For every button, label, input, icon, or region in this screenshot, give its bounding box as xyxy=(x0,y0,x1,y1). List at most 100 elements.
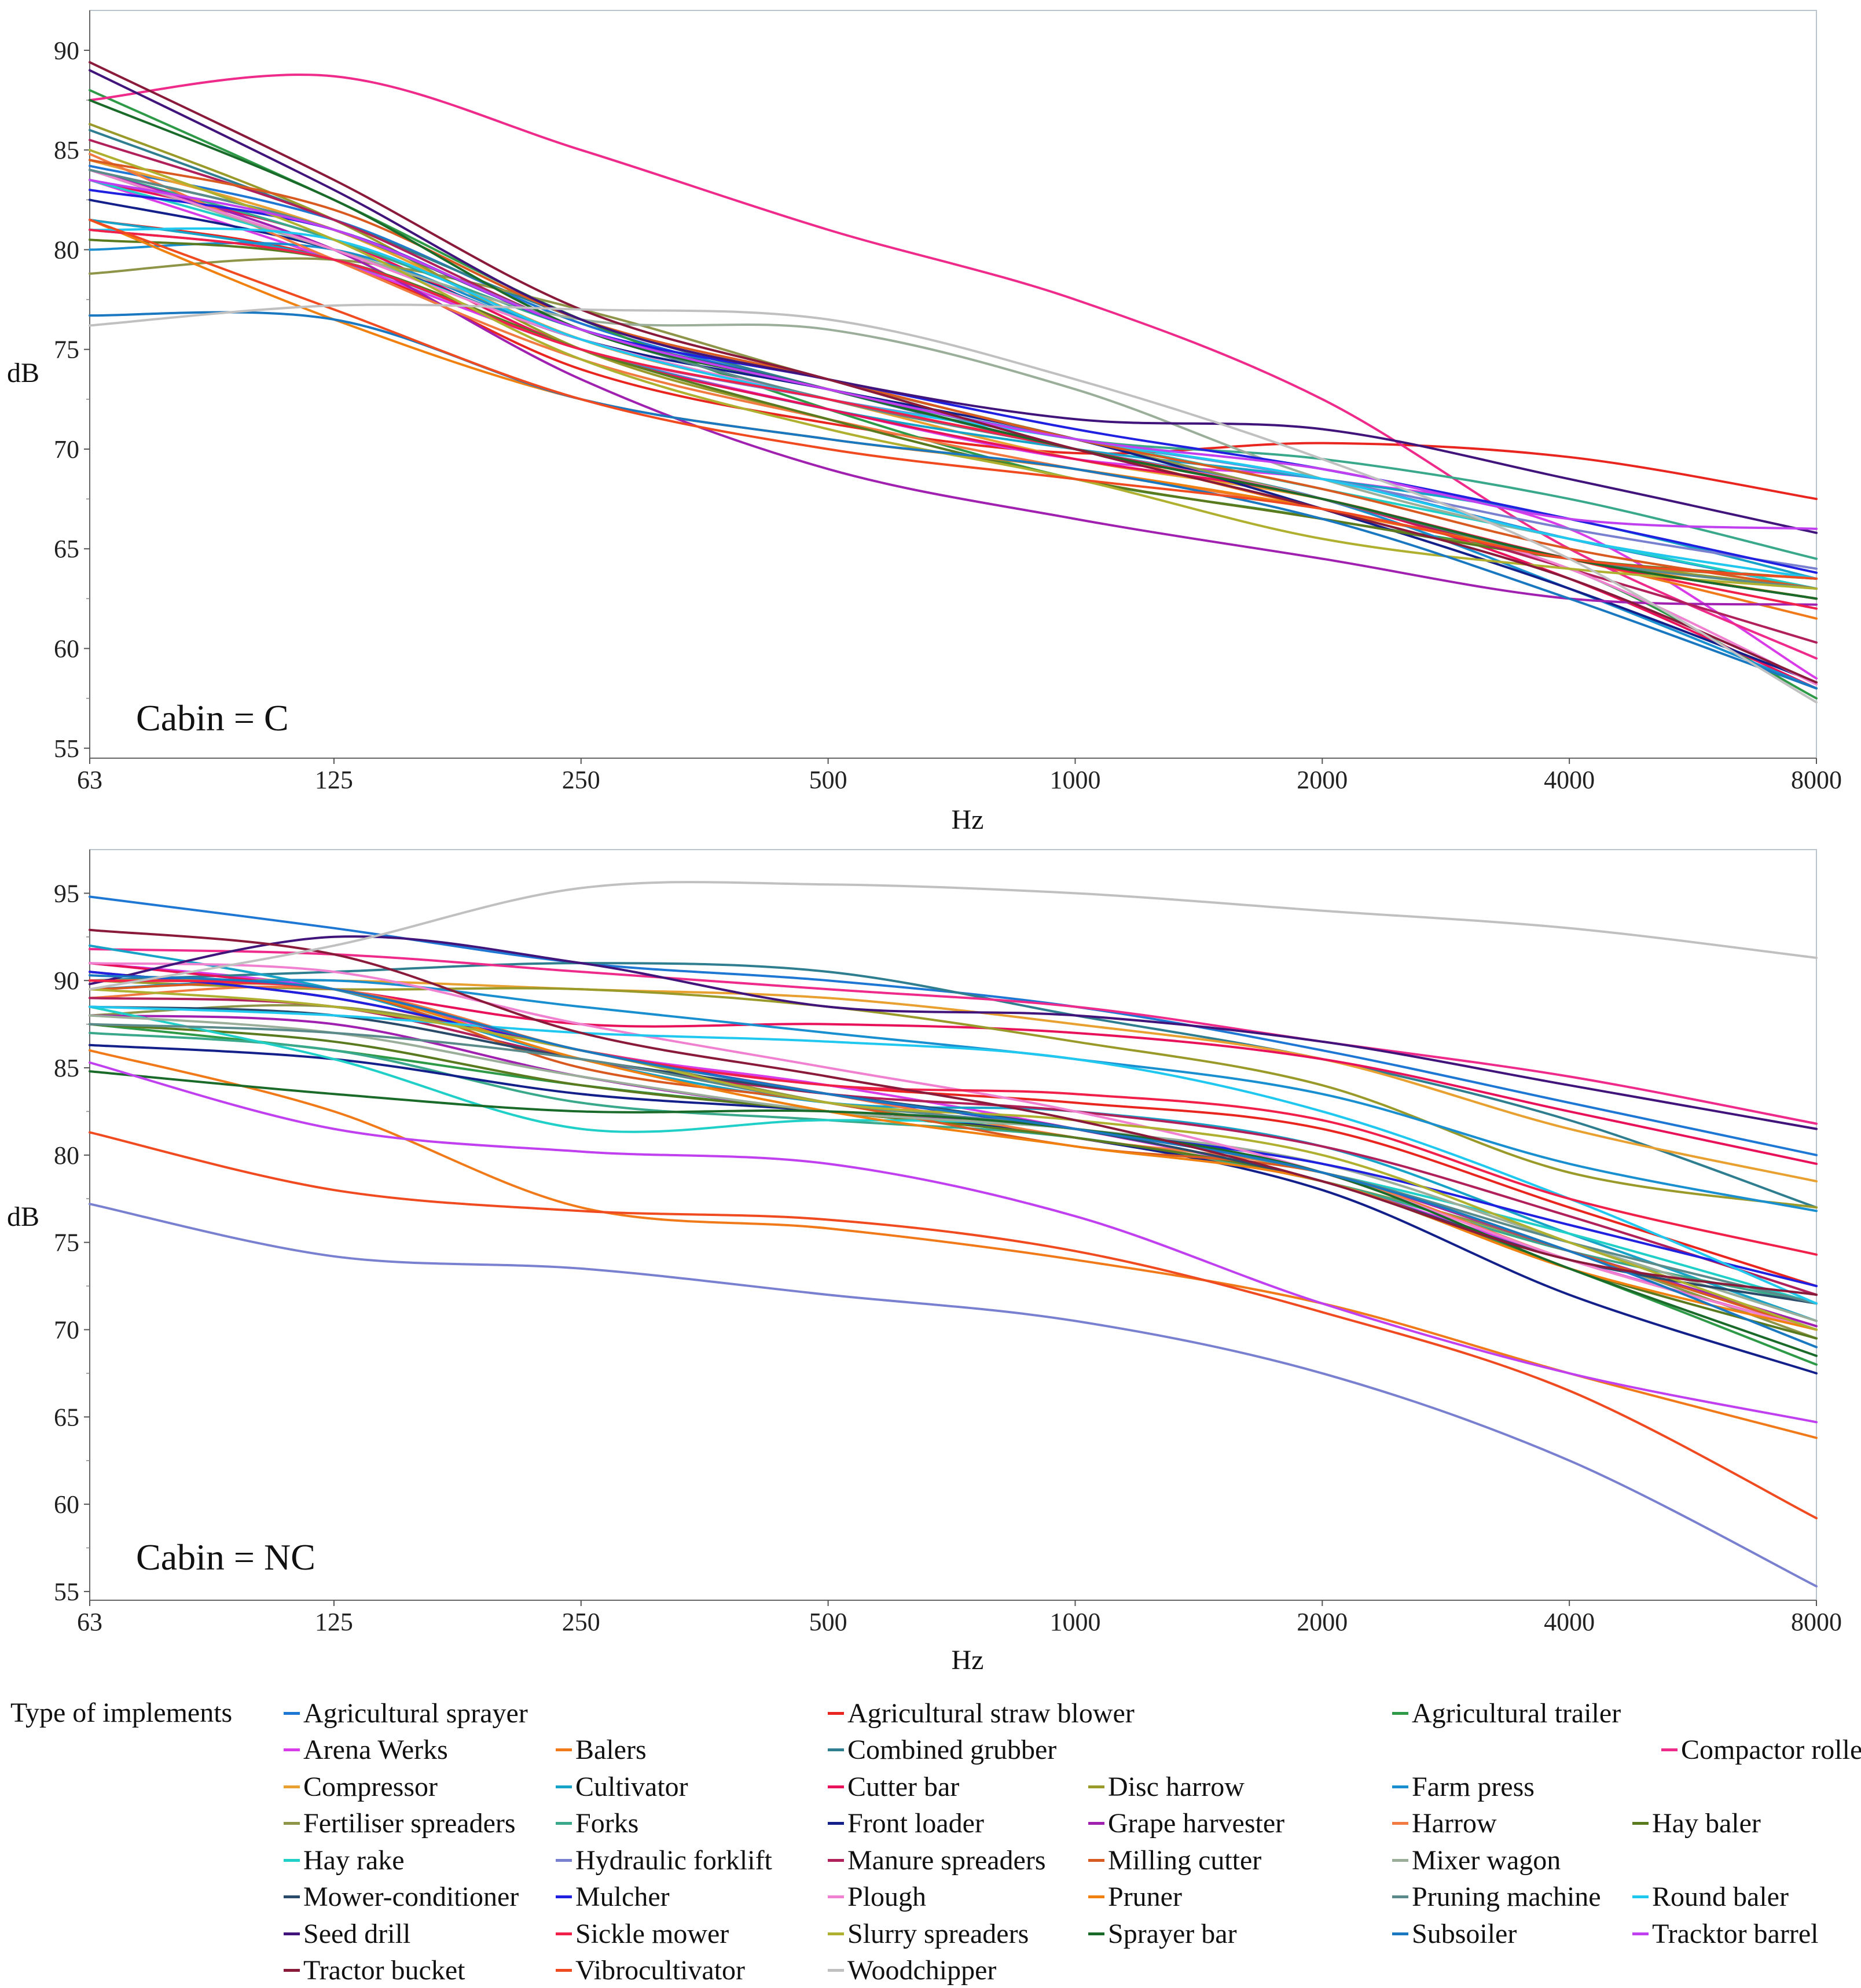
panel-label: Cabin = C xyxy=(136,697,289,738)
series-line xyxy=(89,988,1818,1331)
y-tick-label: 95 xyxy=(54,879,79,907)
legend-label: Arena Werks xyxy=(303,1735,448,1765)
x-tick-label: 125 xyxy=(315,766,353,794)
legend-item: Cultivator xyxy=(556,1769,688,1804)
y-tick-label: 60 xyxy=(54,635,79,663)
series-line xyxy=(89,69,1818,534)
legend-label: Vibrocultivator xyxy=(575,1955,746,1986)
legend-item: Hay rake xyxy=(284,1843,405,1877)
chart-panel-2: 55 60 65 70 75 80 85 90 95 63 125 250 500 1000 2000 400… xyxy=(7,849,1842,1675)
legend-swatch xyxy=(828,1969,844,1972)
legend-item: Arena Werks xyxy=(284,1733,448,1767)
legend-swatch xyxy=(828,1822,844,1825)
legend-item: Mixer wagon xyxy=(1392,1843,1561,1877)
x-tick-label: 4000 xyxy=(1544,766,1595,794)
chart-figure: 55 60 65 70 75 80 85 90 63 125 250 500 1000 2000 4000 8… xyxy=(7,10,1842,1675)
legend-label: Pruning machine xyxy=(1412,1882,1601,1912)
y-tick-label: 90 xyxy=(54,36,79,65)
series-line xyxy=(89,89,1818,700)
series-line xyxy=(89,944,1818,1322)
legend-item: Vibrocultivator xyxy=(556,1953,745,1988)
legend-item: Disc harrow xyxy=(1088,1769,1245,1804)
legend-item: Agricultural trailer xyxy=(1392,1696,1621,1730)
legend-item: Agricultural straw blower xyxy=(828,1696,1135,1730)
legend-swatch xyxy=(556,1932,572,1935)
y-tick-label: 75 xyxy=(54,1229,79,1257)
legend-item: Agricultural sprayer xyxy=(284,1696,528,1730)
x-tick-label: 1000 xyxy=(1049,766,1100,794)
legend-label: Forks xyxy=(575,1808,639,1839)
legend-swatch xyxy=(1392,1785,1408,1788)
series-line xyxy=(89,227,1818,580)
legend-item: Sprayer bar xyxy=(1088,1916,1237,1951)
plot-frame xyxy=(89,849,1817,1601)
legend-swatch xyxy=(284,1858,300,1862)
legend-label: Combined grubber xyxy=(847,1735,1057,1765)
series-line xyxy=(89,153,1818,600)
x-tick-label: 125 xyxy=(315,1608,353,1636)
legend-label: Mower-conditioner xyxy=(303,1882,519,1912)
legend-item: Sickle mower xyxy=(556,1916,729,1951)
legend-label: Farm press xyxy=(1412,1771,1535,1802)
legend-item: Pruning machine xyxy=(1392,1880,1601,1914)
legend: Type of implements Agricultural sprayer A… xyxy=(0,1684,1861,1988)
chart-panel-1: 55 60 65 70 75 80 85 90 63 125 250 500 1000 2000 4000 8… xyxy=(7,10,1842,835)
legend-label: Fertiliser spreaders xyxy=(303,1808,516,1839)
series-line xyxy=(89,1023,1818,1305)
x-tick-label: 2000 xyxy=(1297,1608,1348,1636)
series-line xyxy=(89,168,1818,606)
legend-label: Plough xyxy=(847,1882,927,1912)
series-line xyxy=(89,123,1818,590)
legend-label: Compactor roller xyxy=(1681,1735,1861,1765)
legend-swatch xyxy=(1392,1711,1408,1715)
series-line xyxy=(89,928,1818,1296)
x-axis-title: Hz xyxy=(952,1645,984,1675)
legend-label: Pruner xyxy=(1108,1882,1182,1912)
x-axis-title: Hz xyxy=(952,804,984,835)
legend-swatch xyxy=(1632,1932,1649,1935)
x-tick-label: 1000 xyxy=(1049,1608,1100,1636)
legend-label: Front loader xyxy=(847,1808,984,1839)
legend-label: Seed drill xyxy=(303,1918,411,1949)
legend-title: Type of implements xyxy=(10,1697,233,1728)
series-line xyxy=(89,178,1818,680)
legend-item: Combined grubber xyxy=(828,1733,1056,1767)
series-line xyxy=(89,974,1818,1348)
legend-swatch xyxy=(1088,1932,1104,1935)
x-tick-label: 250 xyxy=(562,766,600,794)
series-line xyxy=(89,947,1818,1125)
legend-label: Sprayer bar xyxy=(1108,1918,1237,1949)
x-tick-label: 500 xyxy=(809,766,847,794)
legend-swatch xyxy=(556,1822,572,1825)
panel-label: Cabin = NC xyxy=(136,1537,315,1578)
legend-swatch xyxy=(1392,1932,1408,1935)
y-tick-label: 90 xyxy=(54,967,79,995)
y-tick-label: 85 xyxy=(54,136,79,164)
y-tick-label: 55 xyxy=(54,734,79,763)
legend-item: Forks xyxy=(556,1806,638,1841)
legend-swatch xyxy=(284,1822,300,1825)
legend-swatch xyxy=(1088,1895,1104,1898)
y-tick-label: 75 xyxy=(54,336,79,364)
legend-swatch xyxy=(1088,1822,1104,1825)
legend-label: Agricultural sprayer xyxy=(303,1697,528,1729)
series-line xyxy=(89,1061,1818,1424)
series-line xyxy=(89,1070,1818,1357)
series-line xyxy=(89,74,1818,660)
legend-swatch xyxy=(284,1711,300,1715)
legend-swatch xyxy=(556,1785,572,1788)
legend-item: Harrow xyxy=(1392,1806,1497,1841)
y-axis-title: dB xyxy=(7,1201,39,1232)
series-line xyxy=(89,881,1818,991)
legend-swatch xyxy=(1088,1858,1104,1862)
legend-label: Sickle mower xyxy=(575,1918,729,1949)
series-line xyxy=(89,199,1818,684)
legend-label: Cultivator xyxy=(575,1771,688,1802)
legend-label: Hydraulic forklift xyxy=(575,1844,772,1876)
y-tick-label: 65 xyxy=(54,1403,79,1431)
x-tick-label: 4000 xyxy=(1544,1608,1595,1636)
legend-swatch xyxy=(828,1858,844,1862)
legend-swatch xyxy=(828,1785,844,1788)
series-line xyxy=(89,61,1818,684)
legend-swatch xyxy=(556,1858,572,1862)
